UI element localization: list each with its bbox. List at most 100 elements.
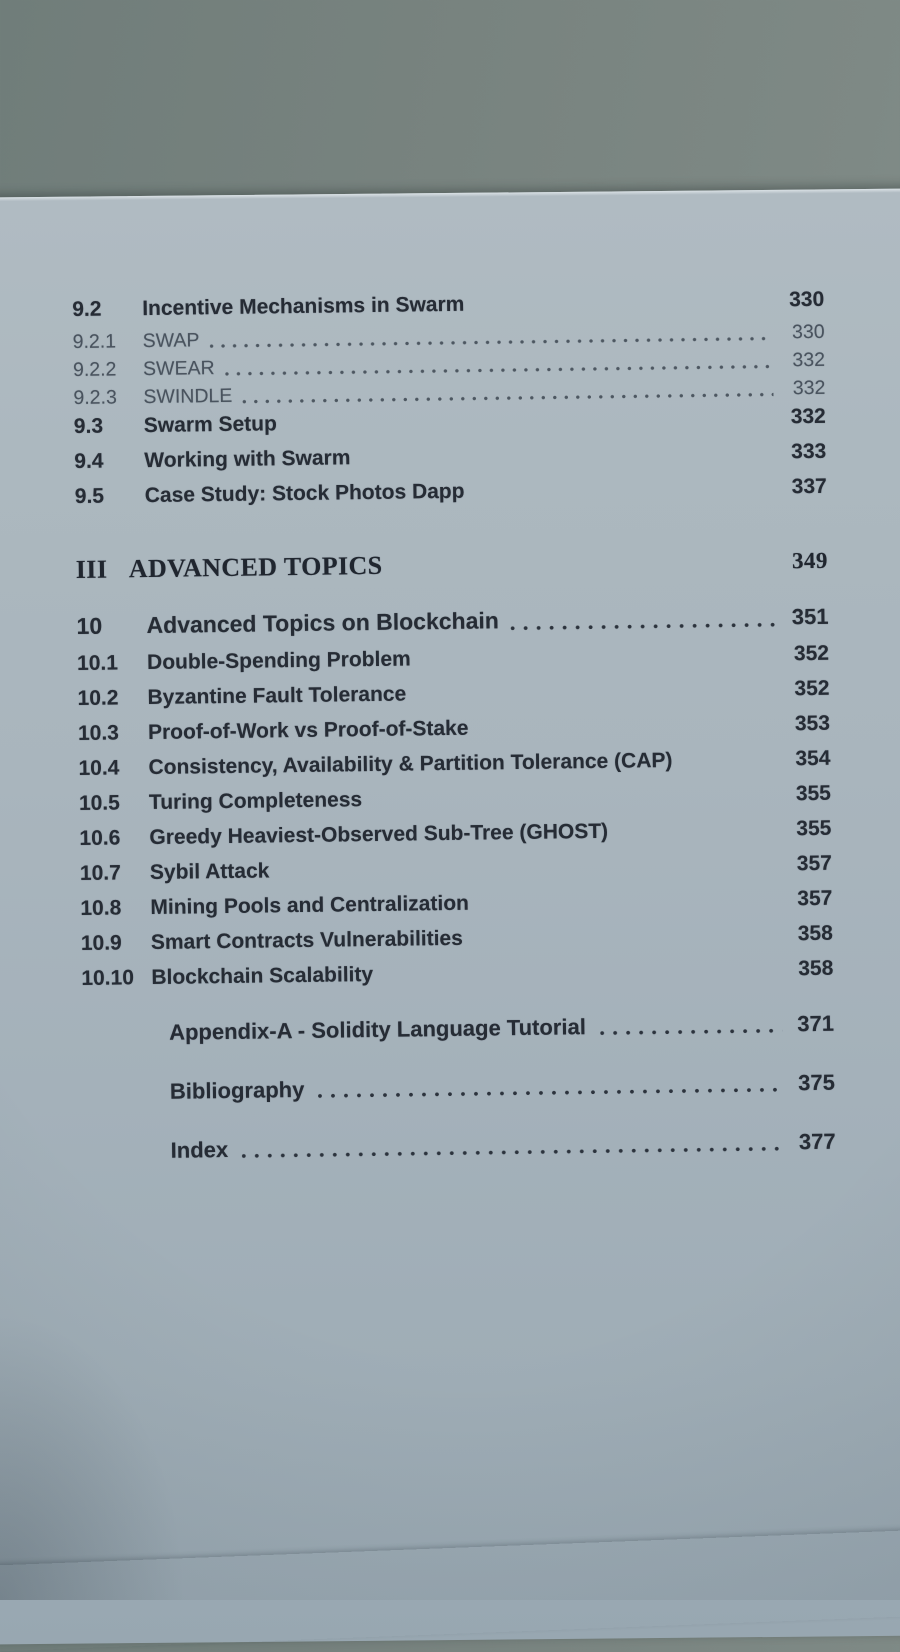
toc-entry-title: Swarm Setup xyxy=(143,412,278,438)
row-spacer xyxy=(406,695,785,700)
toc-row: III ADVANCED TOPICS 349 xyxy=(76,545,828,586)
row-spacer xyxy=(269,870,788,877)
toc-row: 9.2.3 SWINDLE 332 xyxy=(73,377,825,409)
toc-entry-page: 358 xyxy=(797,921,833,946)
toc-row: 10.7 Sybil Attack 357 xyxy=(80,852,832,886)
toc-entry-title: Double-Spending Problem xyxy=(146,647,411,675)
row-spacer xyxy=(608,835,787,837)
toc-entry-title: SWAP xyxy=(142,329,200,353)
row-spacer xyxy=(351,458,783,464)
toc-entry-page: 375 xyxy=(797,1069,836,1096)
toc-entry-title: ADVANCED TOPICS xyxy=(128,550,383,584)
toc-entry-number: 9.5 xyxy=(74,484,105,509)
toc-entry-page: 357 xyxy=(796,851,833,876)
toc-entry-number: 10.2 xyxy=(77,686,119,711)
toc-entry-title: SWINDLE xyxy=(143,384,233,409)
toc-entry-number: 10.7 xyxy=(79,861,121,885)
toc-entry-number: 10.5 xyxy=(78,791,121,815)
toc-entry-title: Appendix-A - Solidity Language Tutorial xyxy=(168,1014,587,1045)
toc-entry-number: 10.10 xyxy=(81,966,135,990)
book-photo: { "photo_colors": { "backdrop": "#78837f… xyxy=(0,0,900,1600)
row-spacer xyxy=(469,905,788,909)
row-spacer xyxy=(373,975,789,981)
dot-leader xyxy=(242,392,774,404)
dot-leader xyxy=(224,364,774,376)
toc-row: 9.4 Working with Swarm 333 xyxy=(74,440,826,474)
toc-entry-title: Working with Swarm xyxy=(144,446,351,473)
dot-leader xyxy=(209,336,773,349)
toc-row: 9.2.2 SWEAR 332 xyxy=(73,349,825,381)
toc-entry-title: Turing Completeness xyxy=(148,788,363,815)
toc-row: 9.3 Swarm Setup 332 xyxy=(74,405,826,439)
toc-entry-number: 10.3 xyxy=(77,721,120,745)
toc-entry-number: 9.3 xyxy=(73,414,104,439)
toc-row: 10.9 Smart Contracts Vulnerabilities 358 xyxy=(81,922,833,956)
toc-entry-title: Mining Pools and Centralization xyxy=(150,891,470,920)
row-spacer xyxy=(411,660,785,665)
dot-leader xyxy=(510,622,777,632)
toc-entry-page: 355 xyxy=(796,816,832,841)
toc-row: 10.3 Proof-of-Work vs Proof-of-Stake 353 xyxy=(78,712,830,746)
toc-row: 9.2.1 SWAP 330 xyxy=(73,321,825,353)
toc-entry-number: 9.2.3 xyxy=(73,386,117,410)
toc-row: Appendix-A - Solidity Language Tutorial … xyxy=(82,1011,834,1047)
toc-entry-number: 9.2.2 xyxy=(72,358,117,382)
toc-entry-page: 333 xyxy=(791,439,827,464)
toc-entry-page: 352 xyxy=(794,676,830,701)
row-spacer xyxy=(464,306,780,310)
toc-entry-page: 332 xyxy=(792,348,826,372)
toc-entry-title: Greedy Heaviest-Observed Sub-Tree (GHOST… xyxy=(149,819,609,850)
row-spacer xyxy=(383,568,784,573)
toc-entry-number: III xyxy=(75,554,108,585)
row-spacer xyxy=(362,800,787,806)
toc-entry-title: Blockchain Scalability xyxy=(151,963,374,990)
toc-entry-page: 330 xyxy=(788,287,825,312)
toc-entry-page: 352 xyxy=(793,641,830,666)
toc-row: 9.5 Case Study: Stock Photos Dapp 337 xyxy=(75,475,827,509)
toc-row: 10.1 Double-Spending Problem 352 xyxy=(77,642,829,676)
toc-row: 10.2 Byzantine Fault Tolerance 352 xyxy=(77,677,829,711)
toc-entry-number: 10.9 xyxy=(80,931,122,955)
toc-entry-title: Consistency, Availability & Partition To… xyxy=(148,748,673,780)
dot-leader xyxy=(599,1028,783,1036)
row-spacer xyxy=(465,493,783,497)
toc-entry-page: 351 xyxy=(791,603,829,630)
row-spacer xyxy=(277,423,782,430)
toc-row: 10.10 Blockchain Scalability 358 xyxy=(81,957,833,991)
toc-entry-page: 358 xyxy=(798,956,834,981)
toc-entry-page: 354 xyxy=(795,746,831,771)
toc-row: Bibliography 375 xyxy=(83,1070,835,1106)
toc-entry-title: Sybil Attack xyxy=(149,859,270,885)
toc-entry-page: 371 xyxy=(797,1010,835,1037)
row-spacer xyxy=(463,940,789,944)
toc-row: 10.4 Consistency, Availability & Partiti… xyxy=(78,747,830,781)
toc-entry-number: 10 xyxy=(76,612,103,640)
toc-entry-number: 10.6 xyxy=(79,826,121,850)
toc-entry-page: 330 xyxy=(791,320,825,344)
toc-entry-page: 332 xyxy=(792,376,826,400)
toc-entry-number: 10.1 xyxy=(76,651,119,676)
toc-entry-page: 337 xyxy=(791,474,827,499)
dot-leader xyxy=(318,1087,783,1099)
toc-entry-title: Advanced Topics on Blockchain xyxy=(146,607,500,639)
toc-entry-title: Bibliography xyxy=(169,1076,305,1104)
toc-entry-title: Byzantine Fault Tolerance xyxy=(147,682,407,710)
toc-entry-number: 10.4 xyxy=(78,756,120,780)
toc-row: 10 Advanced Topics on Blockchain 351 xyxy=(76,602,828,641)
toc-row: 10.6 Greedy Heaviest-Observed Sub-Tree (… xyxy=(79,817,831,851)
toc-entry-page: 349 xyxy=(791,547,828,574)
toc-entry-title: Case Study: Stock Photos Dapp xyxy=(144,479,465,508)
toc-entry-page: 377 xyxy=(798,1128,836,1155)
toc-entry-number: 9.2 xyxy=(72,297,102,322)
toc-entry-number: 10.8 xyxy=(80,896,122,920)
toc-entry-number: 9.2.1 xyxy=(72,330,117,354)
toc-entry-page: 332 xyxy=(790,404,826,429)
toc-row: 10.8 Mining Pools and Centralization 357 xyxy=(80,887,832,921)
toc-entry-page: 355 xyxy=(795,781,832,806)
row-spacer xyxy=(469,730,787,734)
toc-entry-title: SWEAR xyxy=(142,357,215,381)
toc-entry-title: Smart Contracts Vulnerabilities xyxy=(150,926,463,955)
table-of-contents: 9.2 Incentive Mechanisms in Swarm 330 9.… xyxy=(72,288,836,1165)
toc-entry-page: 357 xyxy=(797,886,833,911)
toc-row: 10.5 Turing Completeness 355 xyxy=(79,782,831,816)
